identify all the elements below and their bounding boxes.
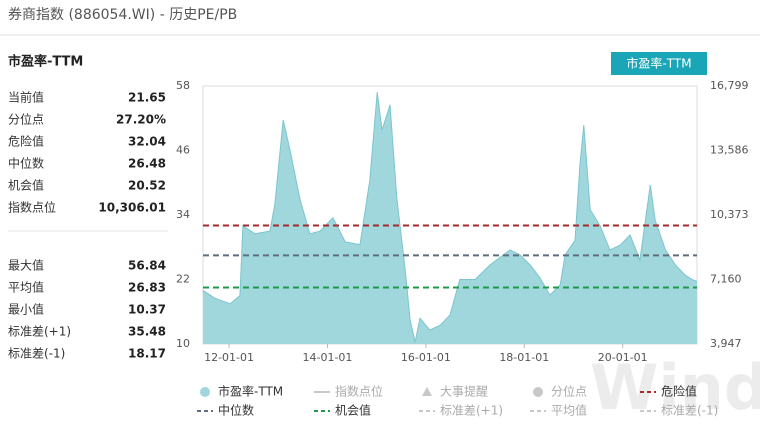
area — [203, 92, 697, 344]
stat-value: 26.48 — [128, 157, 166, 171]
legend-label[interactable]: 平均值 — [551, 403, 587, 418]
legend-label[interactable]: 市盈率-TTM — [218, 384, 283, 399]
y-tick-label: 10 — [176, 337, 190, 350]
legend-symbol — [200, 387, 210, 397]
stat-value: 10.37 — [128, 303, 166, 317]
legend-symbol — [422, 387, 432, 396]
legend-label[interactable]: 中位数 — [218, 403, 254, 418]
metric-button-label[interactable]: 市盈率-TTM — [626, 56, 691, 71]
stat-value: 26.83 — [128, 281, 166, 295]
stat-value: 32.04 — [128, 135, 166, 149]
x-tick-label: 12-01-01 — [204, 351, 254, 364]
stat-label: 标准差(-1) — [8, 347, 65, 361]
y2-tick-label: 3,947 — [710, 337, 742, 350]
watermark: Wind — [590, 351, 760, 424]
stat-value: 18.17 — [128, 347, 166, 361]
y2-tick-label: 10,373 — [710, 208, 749, 221]
y-tick-label: 58 — [176, 79, 190, 92]
y-tick-label: 22 — [176, 273, 190, 286]
stat-value: 21.65 — [128, 91, 166, 105]
stat-label: 分位点 — [8, 112, 44, 127]
legend-label[interactable]: 分位点 — [551, 384, 587, 399]
stat-value: 35.48 — [128, 325, 166, 339]
stat-label: 机会值 — [8, 178, 44, 193]
legend-symbol — [533, 387, 543, 397]
stat-label: 标准差(+1) — [8, 325, 71, 339]
y-tick-label: 46 — [176, 144, 190, 157]
legend-label[interactable]: 指数点位 — [335, 384, 383, 399]
stat-value: 10,306.01 — [98, 201, 166, 215]
y-tick-label: 34 — [176, 208, 190, 221]
stat-label: 指数点位 — [8, 200, 56, 215]
y2-tick-label: 13,586 — [710, 144, 749, 157]
legend-label[interactable]: 危险值 — [661, 384, 697, 399]
x-tick-label: 20-01-01 — [598, 351, 648, 364]
x-tick-label: 16-01-01 — [401, 351, 451, 364]
metric-button[interactable] — [611, 52, 707, 75]
legend-label[interactable]: 大事提醒 — [440, 384, 488, 399]
stat-label: 危险值 — [8, 134, 44, 149]
panel-title: 市盈率-TTM — [8, 54, 83, 70]
stat-value: 20.52 — [128, 179, 166, 193]
stat-label: 最小值 — [8, 302, 44, 317]
x-tick-label: 18-01-01 — [499, 351, 549, 364]
legend-label[interactable]: 标准差(-1) — [661, 404, 718, 418]
area-line — [202, 92, 698, 343]
y2-tick-label: 16,799 — [710, 79, 749, 92]
legend-label[interactable]: 机会值 — [335, 403, 371, 418]
stat-label: 当前值 — [8, 90, 44, 105]
legend-label[interactable]: 标准差(+1) — [440, 404, 503, 418]
stat-value: 27.20% — [116, 113, 166, 127]
y2-tick-label: 7,160 — [710, 273, 742, 286]
stat-label: 中位数 — [8, 156, 44, 171]
stat-label: 最大值 — [8, 258, 44, 273]
stat-label: 平均值 — [8, 280, 44, 295]
x-tick-label: 14-01-01 — [303, 351, 353, 364]
stat-value: 56.84 — [128, 259, 166, 273]
page-title: 券商指数 (886054.WI) - 历史PE/PB — [8, 7, 237, 23]
